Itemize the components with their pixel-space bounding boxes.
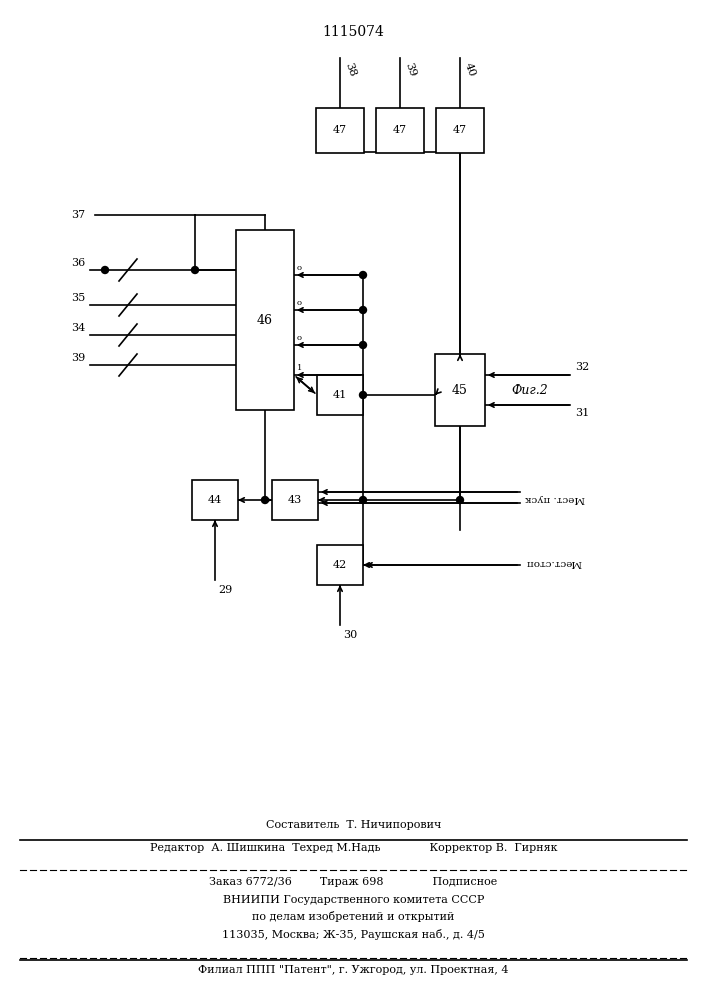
Text: Заказ 6772/36        Тираж 698              Подписное: Заказ 6772/36 Тираж 698 Подписное bbox=[209, 877, 498, 887]
Bar bbox=[236, 230, 294, 410]
Text: o: o bbox=[297, 299, 302, 307]
Text: 42: 42 bbox=[333, 560, 347, 570]
Text: o: o bbox=[297, 334, 302, 342]
Text: 40: 40 bbox=[463, 62, 477, 78]
Circle shape bbox=[359, 496, 366, 504]
Text: 30: 30 bbox=[343, 630, 357, 640]
Text: 113035, Москва; Ж-35, Раушская наб., д. 4/5: 113035, Москва; Ж-35, Раушская наб., д. … bbox=[222, 928, 485, 940]
Text: 45: 45 bbox=[452, 383, 468, 396]
Text: ВНИИПИ Государственного комитета СССР: ВНИИПИ Государственного комитета СССР bbox=[223, 895, 484, 905]
Bar bbox=[192, 480, 238, 520]
Text: 34: 34 bbox=[71, 323, 85, 333]
Bar bbox=[376, 107, 424, 152]
Text: 32: 32 bbox=[575, 362, 589, 372]
Text: Фиг.2: Фиг.2 bbox=[512, 383, 549, 396]
Circle shape bbox=[192, 266, 199, 273]
Circle shape bbox=[359, 271, 366, 278]
Bar bbox=[317, 375, 363, 415]
Text: 36: 36 bbox=[71, 258, 85, 268]
Text: 47: 47 bbox=[453, 125, 467, 135]
Text: Мест. пуск: Мест. пуск bbox=[525, 493, 585, 502]
Text: 35: 35 bbox=[71, 293, 85, 303]
Text: 31: 31 bbox=[575, 408, 589, 418]
Circle shape bbox=[102, 266, 108, 273]
Bar bbox=[317, 545, 363, 585]
Text: 46: 46 bbox=[257, 314, 273, 326]
Text: 47: 47 bbox=[333, 125, 347, 135]
Text: 47: 47 bbox=[393, 125, 407, 135]
Bar bbox=[436, 107, 484, 152]
Text: Мест.стоп: Мест.стоп bbox=[525, 558, 581, 568]
Circle shape bbox=[359, 391, 366, 398]
Text: по делам изобретений и открытий: по делам изобретений и открытий bbox=[252, 912, 455, 922]
Text: 29: 29 bbox=[218, 585, 233, 595]
Text: Филиал ППП "Патент", г. Ужгород, ул. Проектная, 4: Филиал ППП "Патент", г. Ужгород, ул. Про… bbox=[198, 965, 509, 975]
Bar bbox=[316, 107, 364, 152]
Text: o: o bbox=[297, 264, 302, 272]
Text: 38: 38 bbox=[343, 62, 357, 78]
Circle shape bbox=[359, 306, 366, 314]
Text: 39: 39 bbox=[403, 62, 417, 78]
Circle shape bbox=[457, 496, 464, 504]
Text: 41: 41 bbox=[333, 390, 347, 400]
Text: 44: 44 bbox=[208, 495, 222, 505]
Text: 1: 1 bbox=[297, 364, 303, 372]
Bar bbox=[435, 354, 485, 426]
Text: Составитель  Т. Ничипорович: Составитель Т. Ничипорович bbox=[266, 820, 441, 830]
Text: 39: 39 bbox=[71, 353, 85, 363]
Text: 1115074: 1115074 bbox=[322, 25, 385, 39]
Circle shape bbox=[262, 496, 269, 504]
Text: Редактор  А. Шишкина  Техред М.Надь              Корректор В.  Гирняк: Редактор А. Шишкина Техред М.Надь Коррек… bbox=[150, 843, 557, 853]
Bar bbox=[272, 480, 318, 520]
Text: 43: 43 bbox=[288, 495, 302, 505]
Circle shape bbox=[359, 342, 366, 349]
Text: 37: 37 bbox=[71, 210, 85, 220]
